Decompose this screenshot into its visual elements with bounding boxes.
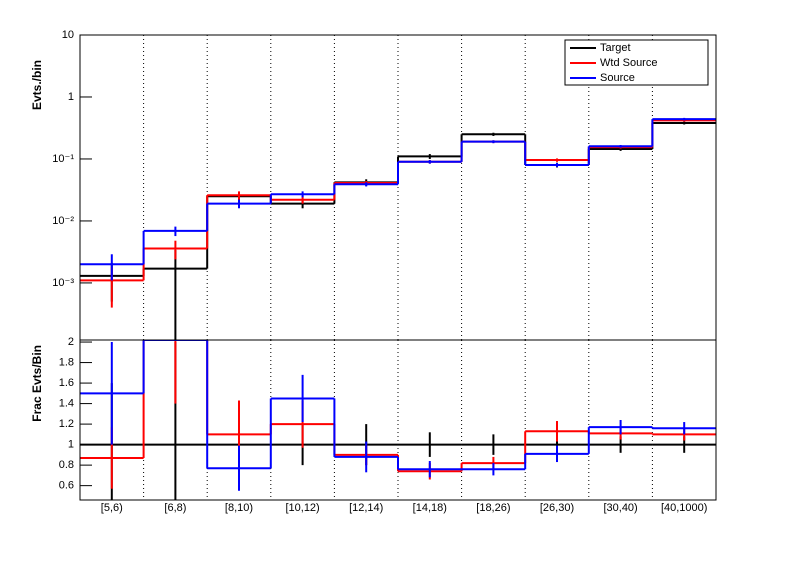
x-tick-label: [5,6) <box>101 502 123 514</box>
y-tick-label: 10 <box>62 29 74 41</box>
y-tick-label: 10⁻¹ <box>52 153 74 165</box>
y-tick-label: 10⁻² <box>52 215 74 227</box>
x-tick-label: [8,10) <box>225 502 253 514</box>
x-tick-label: [12,14) <box>349 502 383 514</box>
legend-label: Source <box>600 72 635 84</box>
plot-area <box>80 117 716 340</box>
y-tick-label: 1.4 <box>59 397 74 409</box>
frame <box>79 339 717 501</box>
y-tick-label: 1 <box>68 91 74 103</box>
y-axis-label: Frac Evts/Bin <box>30 345 44 422</box>
y-axis-label: Evts./bin <box>30 60 44 110</box>
y-tick-label: 1 <box>68 439 74 451</box>
y-tick-label: 1.2 <box>59 418 74 430</box>
legend-label: Wtd Source <box>600 57 657 69</box>
y-tick-label: 1.6 <box>59 377 74 389</box>
x-tick-label: [26,30) <box>540 502 574 514</box>
y-tick-label: 10⁻³ <box>52 277 74 289</box>
legend-label: Target <box>600 42 631 54</box>
x-tick-label: [10,12) <box>285 502 319 514</box>
plot-area <box>80 340 716 500</box>
x-tick-label: [40,1000) <box>661 502 707 514</box>
y-tick-label: 0.8 <box>59 459 74 471</box>
x-tick-label: [6,8) <box>164 502 186 514</box>
x-tick-label: [30,40) <box>603 502 637 514</box>
y-tick-label: 1.8 <box>59 356 74 368</box>
x-tick-label: [14,18) <box>413 502 447 514</box>
y-tick-label: 2 <box>68 336 74 348</box>
y-tick-label: 0.6 <box>59 480 74 492</box>
x-tick-label: [18,26) <box>476 502 510 514</box>
